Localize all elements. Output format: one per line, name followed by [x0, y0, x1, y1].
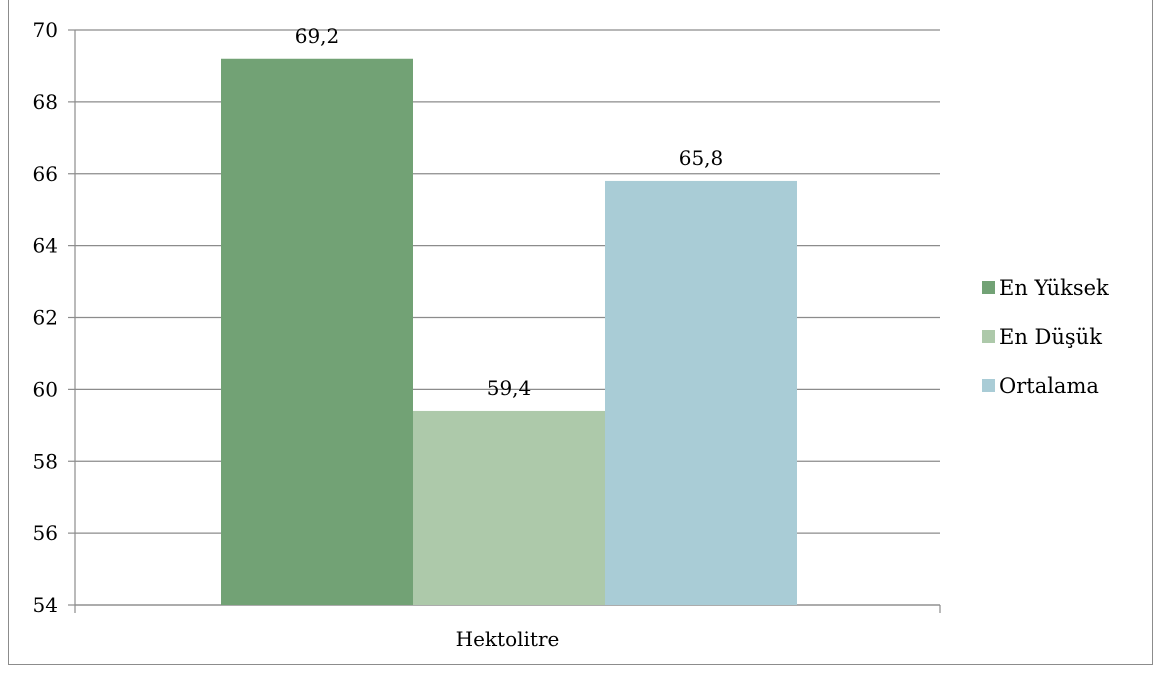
y-tick-label: 70 — [33, 18, 58, 42]
legend-label: En Düşük — [999, 325, 1102, 349]
y-tick-label: 60 — [33, 377, 58, 401]
data-label: 69,2 — [295, 24, 340, 48]
x-category-label: Hektolitre — [456, 627, 560, 651]
data-label: 59,4 — [487, 376, 532, 400]
legend-swatch — [982, 281, 995, 294]
y-tick-label: 58 — [33, 449, 58, 473]
bar — [221, 58, 413, 605]
legend-label: En Yüksek — [999, 276, 1109, 300]
legend-label: Ortalama — [999, 374, 1099, 398]
y-tick-label: 66 — [33, 162, 58, 186]
y-tick-label: 54 — [33, 593, 58, 617]
y-tick-label: 62 — [33, 306, 58, 330]
y-tick-label: 64 — [33, 234, 58, 258]
bar — [605, 180, 797, 605]
y-tick-label: 56 — [33, 521, 58, 545]
legend-swatch — [982, 379, 995, 392]
legend-swatch — [982, 330, 995, 343]
bar — [413, 410, 605, 605]
data-label: 65,8 — [679, 146, 724, 170]
y-tick-label: 68 — [33, 90, 58, 114]
